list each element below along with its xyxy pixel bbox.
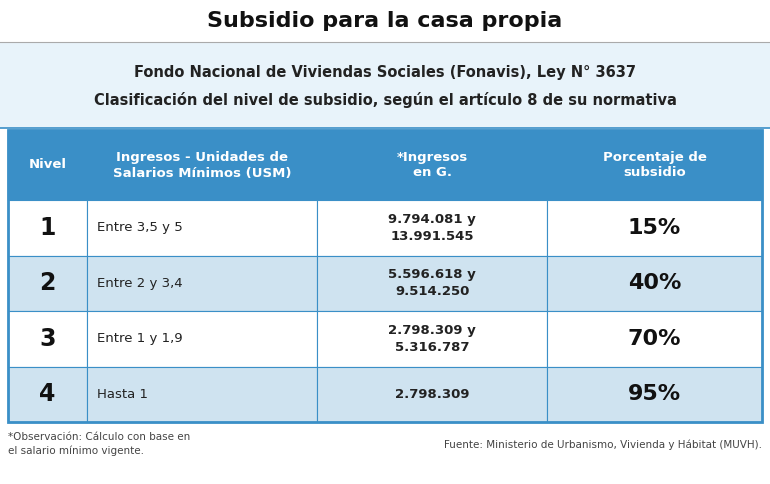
- Text: 2.798.309: 2.798.309: [395, 388, 470, 401]
- Text: 15%: 15%: [628, 218, 681, 238]
- Bar: [317, 256, 547, 311]
- Bar: [547, 130, 762, 200]
- Text: Porcentaje de
subsidio: Porcentaje de subsidio: [603, 151, 707, 180]
- Text: 2: 2: [39, 271, 55, 295]
- Bar: [317, 200, 547, 256]
- Bar: [8, 130, 762, 422]
- Bar: [87, 200, 317, 256]
- Text: Entre 2 y 3,4: Entre 2 y 3,4: [97, 277, 182, 290]
- Bar: [8, 366, 87, 422]
- Text: Fuente: Ministerio de Urbanismo, Vivienda y Hábitat (MUVH).: Fuente: Ministerio de Urbanismo, Viviend…: [444, 440, 762, 451]
- Text: Entre 1 y 1,9: Entre 1 y 1,9: [97, 332, 182, 345]
- Text: *Observación: Cálculo con base en: *Observación: Cálculo con base en: [8, 432, 190, 442]
- Bar: [87, 311, 317, 366]
- Text: Clasificación del nivel de subsidio, según el artículo 8 de su normativa: Clasificación del nivel de subsidio, seg…: [94, 92, 676, 108]
- Text: 5.596.618 y
9.514.250: 5.596.618 y 9.514.250: [388, 268, 476, 298]
- Text: Subsidio para la casa propia: Subsidio para la casa propia: [207, 11, 563, 31]
- Bar: [87, 366, 317, 422]
- Text: Ingresos - Unidades de
Salarios Mínimos (USM): Ingresos - Unidades de Salarios Mínimos …: [113, 151, 291, 180]
- Bar: [8, 130, 87, 200]
- Text: Nivel: Nivel: [28, 158, 66, 171]
- Text: el salario mínimo vigente.: el salario mínimo vigente.: [8, 446, 144, 456]
- Text: 70%: 70%: [628, 329, 681, 349]
- Text: Hasta 1: Hasta 1: [97, 388, 148, 401]
- Bar: [547, 366, 762, 422]
- Text: 4: 4: [39, 382, 55, 406]
- Text: 3: 3: [39, 327, 56, 351]
- Text: 2.798.309 y
5.316.787: 2.798.309 y 5.316.787: [388, 324, 476, 354]
- Text: *Ingresos
en G.: *Ingresos en G.: [397, 151, 467, 180]
- Bar: [87, 130, 317, 200]
- Text: Fondo Nacional de Viviendas Sociales (Fonavis), Ley N° 3637: Fondo Nacional de Viviendas Sociales (Fo…: [134, 64, 636, 79]
- Text: 9.794.081 y
13.991.545: 9.794.081 y 13.991.545: [388, 213, 476, 243]
- Text: 95%: 95%: [628, 384, 681, 404]
- Bar: [8, 311, 87, 366]
- Text: 1: 1: [39, 216, 55, 240]
- Bar: [317, 130, 547, 200]
- Bar: [0, 42, 770, 128]
- Bar: [8, 200, 87, 256]
- Bar: [87, 256, 317, 311]
- Bar: [547, 200, 762, 256]
- Text: Entre 3,5 y 5: Entre 3,5 y 5: [97, 221, 183, 234]
- Text: 40%: 40%: [628, 273, 681, 293]
- Bar: [547, 256, 762, 311]
- Bar: [8, 256, 87, 311]
- Bar: [317, 366, 547, 422]
- Bar: [547, 311, 762, 366]
- Bar: [317, 311, 547, 366]
